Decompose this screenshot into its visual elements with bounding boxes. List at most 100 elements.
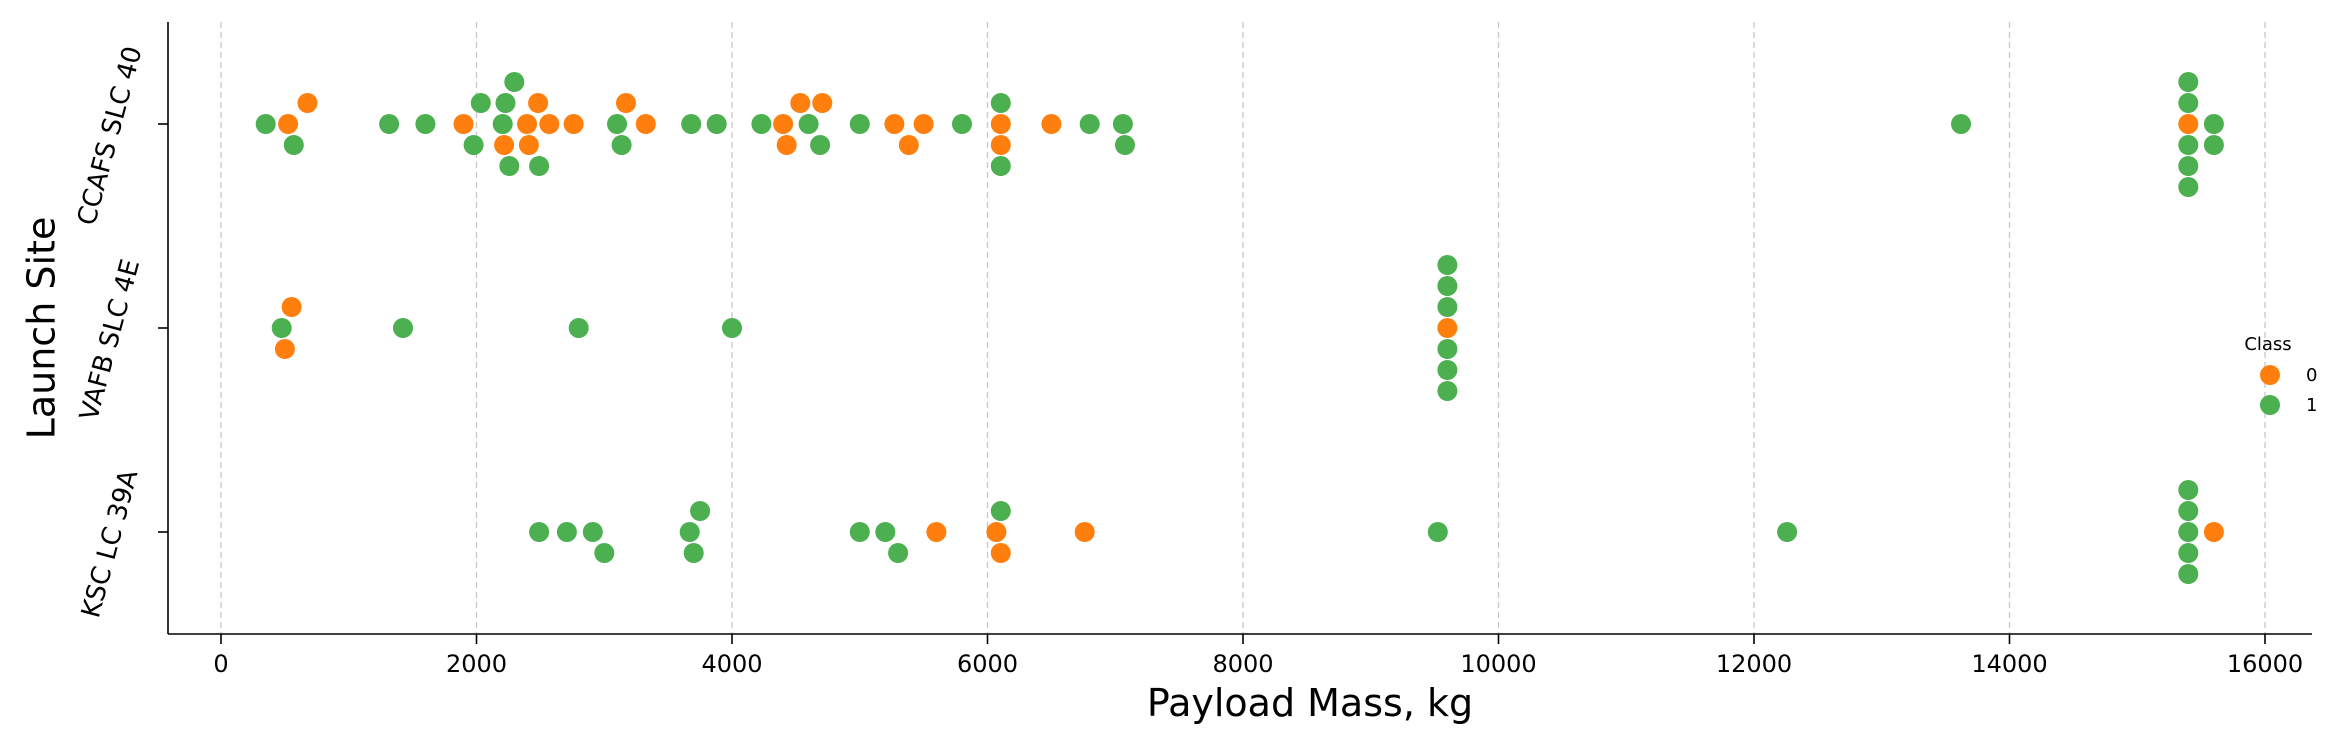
data-point <box>635 114 656 134</box>
data-point <box>528 93 549 113</box>
data-point <box>888 543 909 563</box>
x-tick-label: 0 <box>213 650 228 678</box>
data-point <box>776 135 797 155</box>
x-tick-label: 4000 <box>701 650 762 678</box>
data-point <box>2178 114 2199 134</box>
data-point <box>926 522 947 542</box>
x-ticks: 0 2000 4000 6000 8000 10000 12000 14000 16000 <box>213 634 2303 678</box>
data-point <box>568 318 589 338</box>
data-point <box>812 93 833 113</box>
data-point <box>2178 156 2199 176</box>
x-axis-label: Payload Mass, kg <box>1147 681 1473 725</box>
data-point <box>1079 114 1100 134</box>
data-point <box>679 522 700 542</box>
data-point <box>274 339 295 359</box>
data-points <box>255 72 2224 584</box>
data-point <box>884 114 905 134</box>
data-point <box>2178 72 2199 92</box>
data-point <box>1437 297 1458 317</box>
legend-title: Class <box>2244 334 2291 355</box>
data-point <box>986 522 1007 542</box>
data-point <box>415 114 436 134</box>
data-point <box>607 114 627 134</box>
data-point <box>990 114 1011 134</box>
data-point <box>849 114 870 134</box>
data-point <box>683 543 704 563</box>
data-point <box>751 114 772 134</box>
data-point <box>611 135 632 155</box>
data-point <box>898 135 919 155</box>
data-point <box>379 114 400 134</box>
data-point <box>681 114 702 134</box>
legend-marker <box>2260 395 2280 415</box>
data-point <box>283 135 304 155</box>
data-point <box>1437 381 1458 401</box>
data-point <box>281 297 302 317</box>
data-point <box>2178 177 2199 197</box>
data-point <box>690 501 711 521</box>
data-point <box>2178 543 2199 563</box>
legend-entries: 01 <box>2260 365 2317 416</box>
legend-label: 1 <box>2306 395 2317 416</box>
data-point <box>529 522 550 542</box>
data-point <box>499 156 520 176</box>
data-point <box>1115 135 1135 155</box>
data-point <box>594 543 615 563</box>
data-point <box>798 114 819 134</box>
data-point <box>990 156 1011 176</box>
legend-marker <box>2260 365 2280 385</box>
legend: Class 01 <box>2244 334 2317 416</box>
data-point <box>2203 114 2224 134</box>
x-tick-label: 6000 <box>957 650 1018 678</box>
data-point <box>2178 480 2199 500</box>
data-point <box>297 93 318 113</box>
data-point <box>990 93 1011 113</box>
data-point <box>1777 522 1798 542</box>
data-point <box>495 93 516 113</box>
data-point <box>1437 276 1458 296</box>
data-point <box>1437 360 1458 380</box>
data-point <box>952 114 972 134</box>
data-point <box>1112 114 1133 134</box>
data-point <box>463 135 484 155</box>
x-tick-label: 12000 <box>1716 650 1792 678</box>
data-point <box>849 522 870 542</box>
data-point <box>529 156 550 176</box>
data-point <box>913 114 934 134</box>
data-point <box>278 114 299 134</box>
data-point <box>492 114 513 134</box>
y-tick-label: VAFB SLC 4E <box>74 256 146 423</box>
data-point <box>453 114 474 134</box>
data-point <box>539 114 560 134</box>
data-point <box>255 114 276 134</box>
x-tick-label: 14000 <box>1971 650 2047 678</box>
x-tick-label: 10000 <box>1460 650 1536 678</box>
data-point <box>2178 501 2199 521</box>
x-tick-label: 2000 <box>446 650 507 678</box>
data-point <box>722 318 742 338</box>
data-point <box>393 318 413 338</box>
data-point <box>582 522 603 542</box>
data-point <box>504 72 525 92</box>
data-point <box>1074 522 1095 542</box>
y-tick-label: KSC LC 39A <box>76 467 144 622</box>
data-point <box>706 114 727 134</box>
data-point <box>990 543 1011 563</box>
data-point <box>616 93 636 113</box>
y-axis-label: Launch Site <box>20 217 64 440</box>
data-point <box>2203 135 2224 155</box>
data-point <box>518 135 539 155</box>
axes-layer <box>167 22 2312 635</box>
data-point <box>2178 135 2199 155</box>
x-tick-label: 16000 <box>2227 650 2303 678</box>
data-point <box>2203 522 2224 542</box>
data-point <box>494 135 515 155</box>
data-point <box>1437 318 1458 338</box>
data-point <box>790 93 811 113</box>
data-point <box>556 522 577 542</box>
data-point <box>563 114 584 134</box>
data-point <box>1427 522 1448 542</box>
x-tick-label: 8000 <box>1212 650 1273 678</box>
